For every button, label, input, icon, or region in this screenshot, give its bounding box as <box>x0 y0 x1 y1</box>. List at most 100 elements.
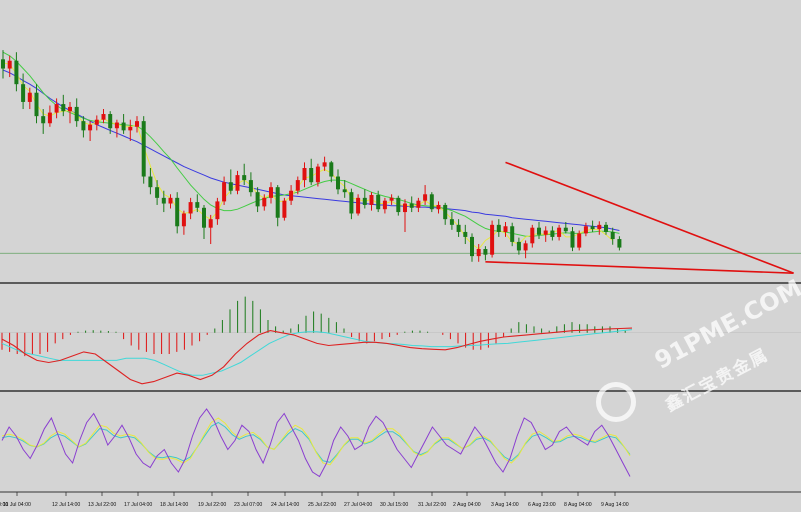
macd-signal-line <box>1 329 633 376</box>
x-tick-label: 23 Jul 07:00 <box>234 502 262 508</box>
candle-body <box>88 124 93 131</box>
candle-body <box>315 166 320 183</box>
x-tick-label: 24 Jul 14:00 <box>271 502 299 508</box>
candle-body <box>302 168 307 181</box>
ma-yellow-line <box>2 62 614 250</box>
stoch-d-line <box>1 417 631 466</box>
candle-body <box>463 231 468 237</box>
candle-body <box>94 119 99 125</box>
candle-body <box>604 224 608 232</box>
candle-body <box>389 197 394 201</box>
candle-body <box>449 219 454 225</box>
candle-body <box>222 182 227 202</box>
candle-body <box>557 227 562 237</box>
candle-body <box>610 231 615 240</box>
candle-body <box>202 207 206 228</box>
candle-body <box>496 224 501 232</box>
candle-body <box>429 194 434 210</box>
candle-body <box>309 168 314 183</box>
candle-body <box>510 226 515 242</box>
x-tick-label: 30 Jul 15:00 <box>380 502 408 508</box>
candle-body <box>21 84 26 102</box>
x-tick-label: 9 Aug 14:00 <box>601 502 629 508</box>
candle-body <box>583 226 588 234</box>
candle-body <box>215 201 220 220</box>
candle-body <box>530 227 535 244</box>
candle-body <box>148 176 153 188</box>
candle-body <box>443 204 448 220</box>
candle-body <box>423 194 428 201</box>
candle-body <box>54 104 59 113</box>
candle-body <box>456 224 461 232</box>
x-tick-label: 18 Jul 14:00 <box>160 502 188 508</box>
candle-body <box>114 122 119 129</box>
candle-body <box>396 197 401 213</box>
candle-body <box>516 241 521 251</box>
candle-body <box>470 236 474 257</box>
candle-body <box>81 121 86 131</box>
x-tick-label: 8 Aug 04:00 <box>564 502 592 508</box>
candle-body <box>362 197 367 205</box>
macd-main-line <box>1 327 633 385</box>
candle-body <box>41 116 46 124</box>
stochastic-panel <box>1 408 631 478</box>
candle-body <box>228 182 233 191</box>
candle-body <box>590 226 595 230</box>
candle-body <box>382 200 387 210</box>
candle-body <box>349 192 354 214</box>
candle-body <box>175 197 180 227</box>
candle-body <box>523 243 528 251</box>
x-tick-label: 13 Jul 22:00 <box>88 502 116 508</box>
candle-body <box>27 92 32 102</box>
x-tick-label: 2 Aug 04:00 <box>453 502 481 508</box>
x-tick-label: 12 Jul 14:00 <box>52 502 80 508</box>
candle-body <box>376 195 381 210</box>
candle-body <box>128 126 133 131</box>
candle-body <box>550 230 555 237</box>
candle-body <box>242 175 247 181</box>
x-tick-label: 6 Aug 23:00 <box>528 502 556 508</box>
candle-body <box>195 202 200 208</box>
x-tick-label: 17 Jul 04:00 <box>124 502 152 508</box>
macd-panel <box>0 296 801 385</box>
candle-body <box>403 203 407 213</box>
x-tick-label: 3 Aug 14:00 <box>491 502 519 508</box>
candle-body <box>543 230 548 235</box>
candle-body <box>476 249 481 257</box>
trendline <box>485 260 794 274</box>
candle-body <box>322 162 327 167</box>
candle-body <box>141 121 146 177</box>
candle-body <box>7 60 12 69</box>
candle-body <box>577 233 582 248</box>
candle-body <box>336 176 340 190</box>
x-tick-label: 10 Jul 20:00 <box>0 502 8 508</box>
ma-blue-line <box>2 69 620 231</box>
candle-body <box>416 200 421 208</box>
trendline <box>505 161 794 274</box>
price-panel <box>0 50 801 274</box>
candle-body <box>503 226 508 232</box>
x-tick-label: 27 Jul 04:00 <box>344 502 372 508</box>
stoch-k-line <box>1 408 631 478</box>
candle-body <box>181 213 186 227</box>
x-tick-label: 25 Jul 22:00 <box>308 502 336 508</box>
candle-body <box>161 197 166 204</box>
candle-body <box>282 200 287 218</box>
watermark-logo-icon <box>596 382 636 422</box>
candle-body <box>135 121 139 127</box>
candle-body <box>34 92 39 117</box>
watermark: 91PME.COM 鑫汇宝贵金属 <box>590 274 801 432</box>
candle-body <box>248 180 253 193</box>
candle-body <box>342 189 347 193</box>
candle-body <box>369 195 374 205</box>
x-tick-label: 19 Jul 22:00 <box>198 502 226 508</box>
candle-body <box>208 219 213 228</box>
candle-body <box>483 249 488 255</box>
candle-body <box>269 187 273 198</box>
candle-body <box>1 59 5 69</box>
candle-body <box>409 203 414 208</box>
candle-body <box>289 190 294 201</box>
candle-body <box>74 106 79 122</box>
